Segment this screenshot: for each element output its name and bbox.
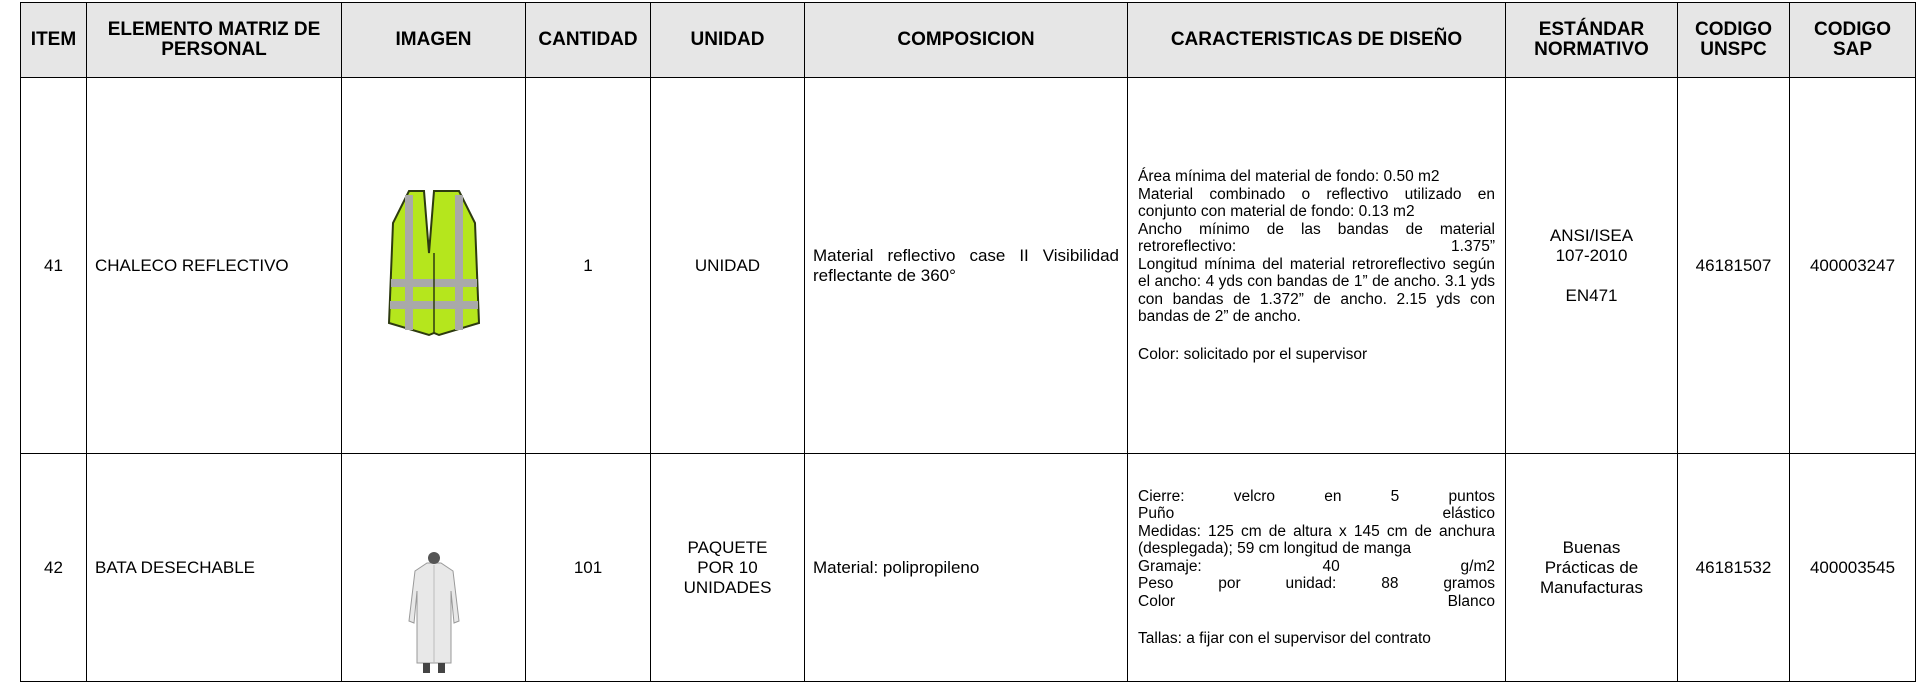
unspc: 46181532 [1677, 453, 1790, 682]
unit-text: PAQUETE POR 10 UNIDADES [683, 537, 772, 597]
header: ITEM [20, 2, 87, 78]
characteristic: Tallas: a fijar con el supervisor del co… [1138, 630, 1431, 647]
item: 41 [20, 77, 87, 454]
characteristic: Material combinado o reflectivo utilizad… [1138, 185, 1495, 221]
header-row: ITEM ELEMENTO MATRIZ DE PERSONAL IMAGEN … [20, 2, 1916, 78]
header: CODIGO SAP [1789, 2, 1916, 78]
characteristic: Longitud mínima del material retroreflec… [1138, 255, 1495, 326]
unspc: 46181507 [1677, 77, 1790, 454]
sap: 400003545 [1789, 453, 1916, 682]
characteristic: Cierre: velcro en 5 puntos [1138, 487, 1495, 505]
quantity: 101 [525, 453, 651, 682]
vest-image [387, 190, 480, 337]
characteristic: Gramaje: 40 g/m2 [1138, 557, 1495, 575]
header: UNIDAD [650, 2, 805, 78]
unit: UNIDAD [650, 77, 805, 454]
header: CANTIDAD [525, 2, 651, 78]
standard-line: EN471 [1565, 285, 1618, 305]
composition: Material reflectivo case II Visibilidad … [804, 77, 1128, 454]
header: ELEMENTO MATRIZ DE PERSONAL [86, 2, 342, 78]
composition: Material: polipropileno [804, 453, 1128, 682]
standard: ANSI/ISEA 107-2010 EN471 [1505, 77, 1678, 454]
characteristic: Ancho mínimo de las bandas de material r… [1138, 220, 1495, 256]
sap: 400003247 [1789, 77, 1916, 454]
header: CODIGO UNSPC [1677, 2, 1790, 78]
characteristic: Medidas: 125 cm de altura x 145 cm de an… [1138, 522, 1495, 558]
characteristic: Puño elástico [1138, 505, 1495, 522]
item: 42 [20, 453, 87, 682]
characteristics: Cierre: velcro en 5 puntos Puño elástico… [1127, 453, 1506, 682]
standard-line: ANSI/ISEA 107-2010 [1549, 225, 1634, 265]
header: ESTÁNDAR NORMATIVO [1505, 2, 1678, 78]
characteristic: Color: solicitado por el supervisor [1138, 345, 1368, 363]
header: IMAGEN [341, 2, 526, 78]
characteristic: Área mínima del material de fondo: 0.50 … [1138, 168, 1440, 185]
unit: PAQUETE POR 10 UNIDADES [650, 453, 805, 682]
image-cell [341, 453, 526, 682]
characteristic: Peso por unidad: 88 gramos [1138, 575, 1495, 592]
header: COMPOSICION [804, 2, 1128, 78]
standard: Buenas Prácticas de Manufacturas [1505, 453, 1678, 682]
characteristic: Color Blanco [1138, 592, 1495, 610]
element: CHALECO REFLECTIVO [86, 77, 342, 454]
row: 42 BATA DESECHABLE 101 PAQUETE POR 10 UN… [20, 453, 1916, 682]
product-table: ITEM ELEMENTO MATRIZ DE PERSONAL IMAGEN … [20, 2, 1916, 682]
element: BATA DESECHABLE [86, 453, 342, 682]
characteristics: Área mínima del material de fondo: 0.50 … [1127, 77, 1506, 454]
coat-image [407, 552, 460, 673]
header: CARACTERISTICAS DE DISEÑO [1127, 2, 1506, 78]
quantity: 1 [525, 77, 651, 454]
standard-line: Buenas Prácticas de Manufacturas [1540, 537, 1643, 597]
image-cell [341, 77, 526, 454]
row: 41 CHALECO REFLECTIVO 1 UNIDAD Material … [20, 77, 1916, 454]
